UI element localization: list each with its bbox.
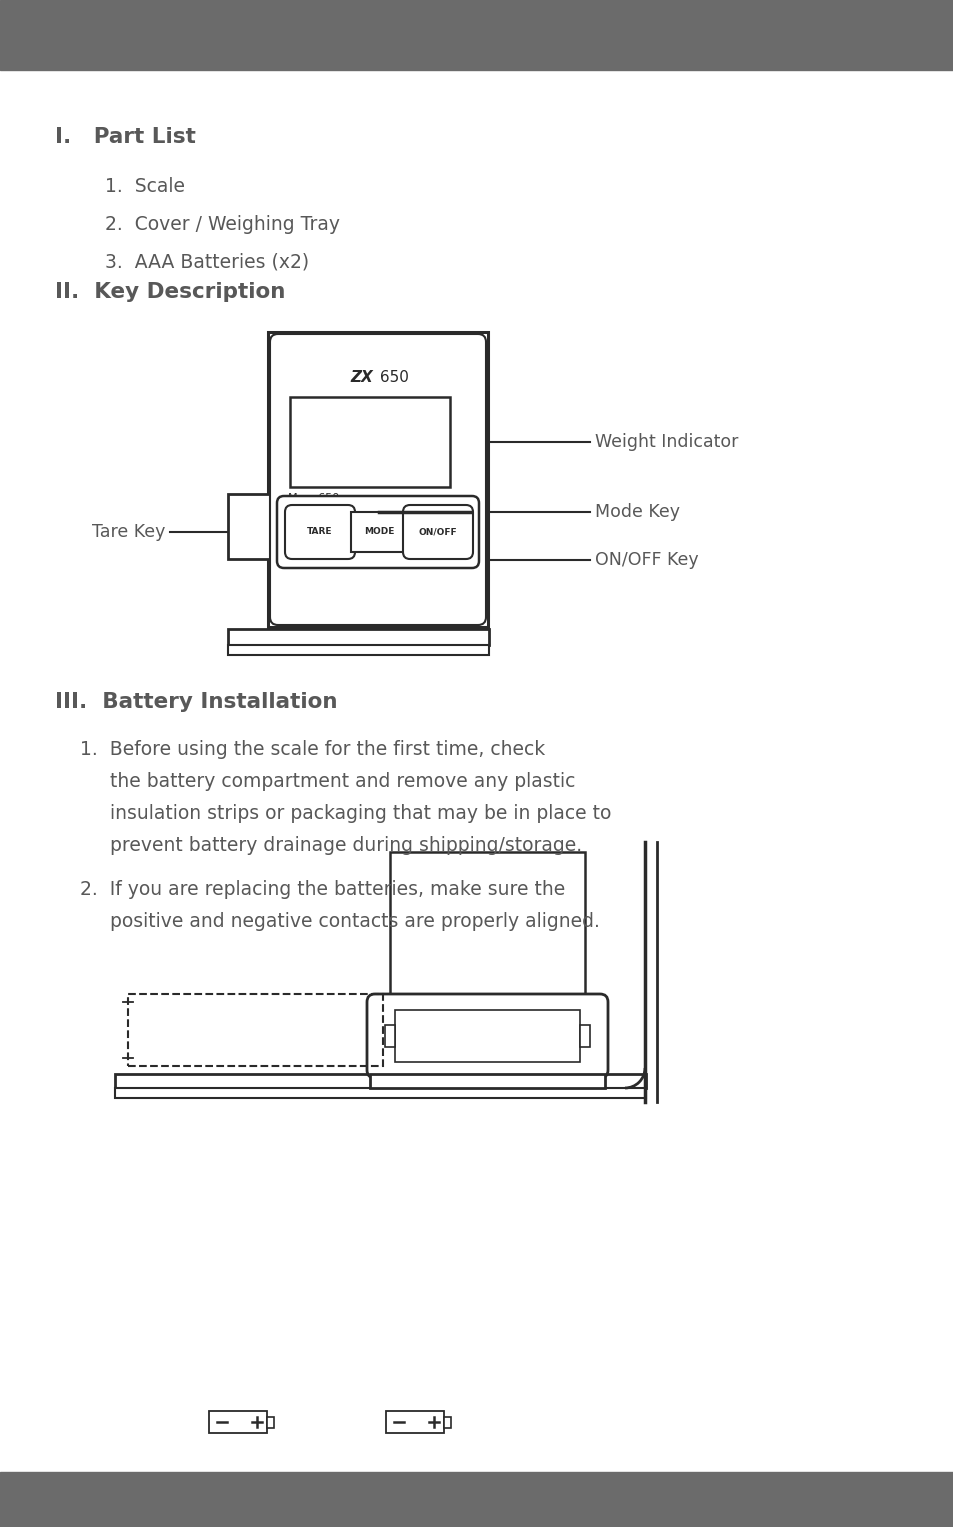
- Bar: [351, 512, 407, 551]
- Bar: [228, 629, 489, 644]
- FancyBboxPatch shape: [367, 994, 607, 1078]
- Bar: [290, 397, 450, 487]
- Bar: [370, 1073, 604, 1089]
- Bar: [390, 852, 584, 997]
- Bar: [267, 1417, 274, 1428]
- Bar: [228, 495, 271, 559]
- Bar: [128, 994, 382, 1066]
- Bar: [268, 331, 488, 628]
- Bar: [209, 1411, 267, 1432]
- Text: ZX: ZX: [350, 370, 373, 385]
- Text: MODE: MODE: [363, 527, 394, 536]
- Text: the battery compartment and remove any plastic: the battery compartment and remove any p…: [80, 773, 575, 791]
- FancyBboxPatch shape: [402, 505, 473, 559]
- Text: 1.  Scale: 1. Scale: [105, 177, 185, 195]
- Text: insulation strips or packaging that may be in place to: insulation strips or packaging that may …: [80, 805, 611, 823]
- Text: positive and negative contacts are properly aligned.: positive and negative contacts are prope…: [80, 912, 599, 931]
- FancyBboxPatch shape: [276, 496, 478, 568]
- Text: 2.  Cover / Weighing Tray: 2. Cover / Weighing Tray: [105, 215, 339, 234]
- Text: Mode Key: Mode Key: [595, 502, 679, 521]
- Text: ON/OFF Key: ON/OFF Key: [595, 551, 698, 570]
- Bar: [228, 644, 489, 655]
- Bar: [115, 1073, 645, 1089]
- Bar: [386, 1411, 443, 1432]
- Text: 2.  If you are replacing the batteries, make sure the: 2. If you are replacing the batteries, m…: [80, 880, 565, 899]
- Text: 3.  AAA Batteries (x2): 3. AAA Batteries (x2): [105, 253, 309, 272]
- Text: 1.  Before using the scale for the first time, check: 1. Before using the scale for the first …: [80, 741, 545, 759]
- FancyBboxPatch shape: [270, 334, 485, 625]
- Bar: [443, 1417, 451, 1428]
- Text: Max: 650g
d: 0.1g: Max: 650g d: 0.1g: [288, 493, 346, 518]
- Text: II.  Key Description: II. Key Description: [55, 282, 285, 302]
- FancyBboxPatch shape: [285, 505, 355, 559]
- Text: TARE: TARE: [307, 527, 333, 536]
- Text: I.   Part List: I. Part List: [55, 127, 195, 147]
- Bar: [0, 0, 953, 70]
- Text: ON/OFF: ON/OFF: [418, 527, 456, 536]
- Text: prevent battery drainage during shipping/storage.: prevent battery drainage during shipping…: [80, 835, 581, 855]
- Text: Weight Indicator: Weight Indicator: [595, 434, 738, 450]
- Bar: [395, 1009, 579, 1061]
- Bar: [115, 1089, 645, 1098]
- Bar: [385, 1025, 395, 1048]
- Bar: [579, 1025, 589, 1048]
- Text: III.  Battery Installation: III. Battery Installation: [55, 692, 337, 712]
- Text: 650: 650: [375, 370, 409, 385]
- Bar: [0, 1472, 953, 1527]
- Text: Tare Key: Tare Key: [91, 524, 165, 541]
